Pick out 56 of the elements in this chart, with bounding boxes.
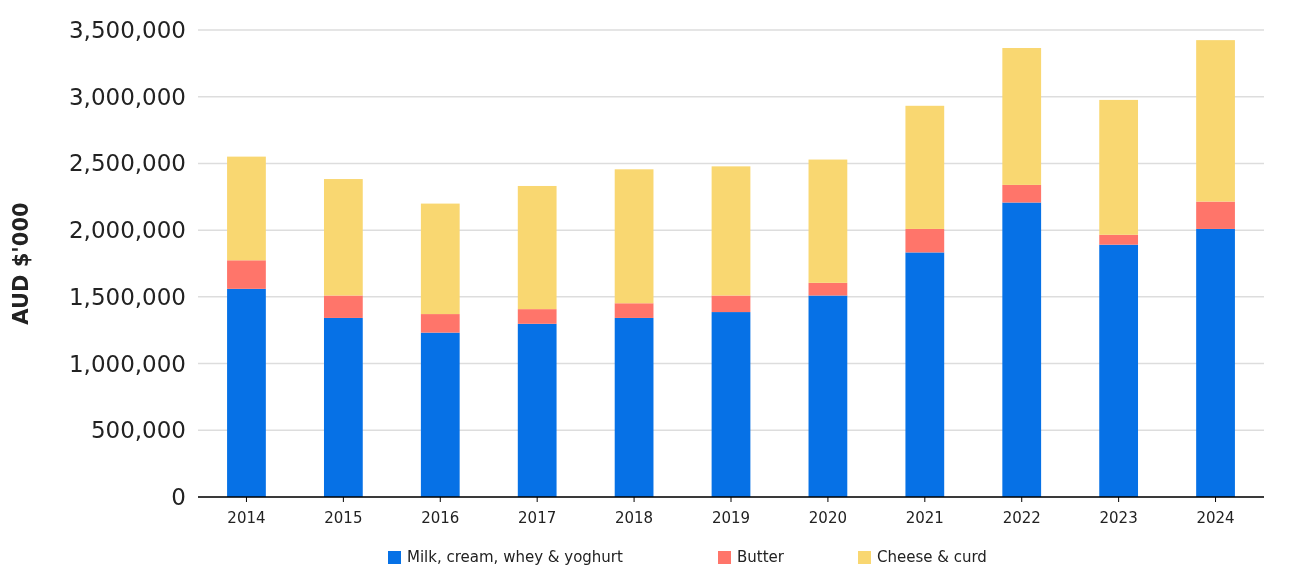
y-tick-label: 3,500,000 (68, 17, 186, 44)
bar (517, 323, 557, 497)
y-axis-title: AUD $'000 (9, 202, 33, 325)
y-tick-label: 1,000,000 (68, 350, 186, 377)
x-tick-label: 2023 (1099, 509, 1138, 527)
bar (614, 317, 654, 497)
y-tick-label: 0 (171, 484, 186, 511)
legend-label: Cheese & curd (877, 548, 987, 567)
bar (323, 179, 363, 296)
bar (420, 203, 460, 315)
bar (1099, 244, 1139, 497)
bar (323, 295, 363, 318)
bar (905, 252, 945, 497)
x-tick-label: 2021 (905, 509, 944, 527)
bar (905, 105, 945, 229)
bar (808, 295, 848, 497)
bar (711, 295, 751, 313)
bar (517, 309, 557, 324)
bar (614, 303, 654, 318)
x-tick-label: 2015 (324, 509, 363, 527)
bar (1099, 234, 1139, 245)
bar (227, 260, 266, 289)
x-tick-label: 2022 (1002, 509, 1041, 527)
bar (420, 332, 460, 497)
bar (1099, 99, 1139, 235)
y-tick-label: 2,000,000 (68, 217, 186, 244)
legend-label: Milk, cream, whey & yoghurt (407, 548, 624, 567)
x-tick-label: 2024 (1196, 509, 1235, 527)
bar (227, 288, 266, 497)
y-tick-label: 2,500,000 (68, 150, 186, 177)
x-tick-label: 2014 (227, 509, 266, 527)
bar (1002, 48, 1042, 185)
bar (1002, 202, 1042, 497)
x-tick-label: 2017 (518, 509, 557, 527)
bar (420, 314, 460, 333)
bar (1196, 228, 1235, 497)
bar (323, 317, 363, 497)
x-tick-label: 2018 (615, 509, 654, 527)
legend-label: Butter (737, 548, 785, 567)
bar (711, 166, 751, 296)
y-tick-label: 3,000,000 (68, 83, 186, 110)
x-tick-label: 2020 (808, 509, 847, 527)
bar (614, 169, 654, 304)
bar (1196, 40, 1235, 202)
bar (1196, 201, 1235, 229)
bar (808, 159, 848, 283)
bar (227, 156, 266, 261)
bar (808, 282, 848, 296)
y-tick-label: 1,500,000 (68, 283, 186, 310)
x-tick-label: 2016 (421, 509, 460, 527)
bar (905, 228, 945, 253)
bar (1002, 184, 1042, 203)
bar (711, 312, 751, 497)
x-tick-label: 2019 (711, 509, 751, 527)
y-tick-label: 500,000 (90, 417, 186, 444)
bar (517, 185, 557, 310)
